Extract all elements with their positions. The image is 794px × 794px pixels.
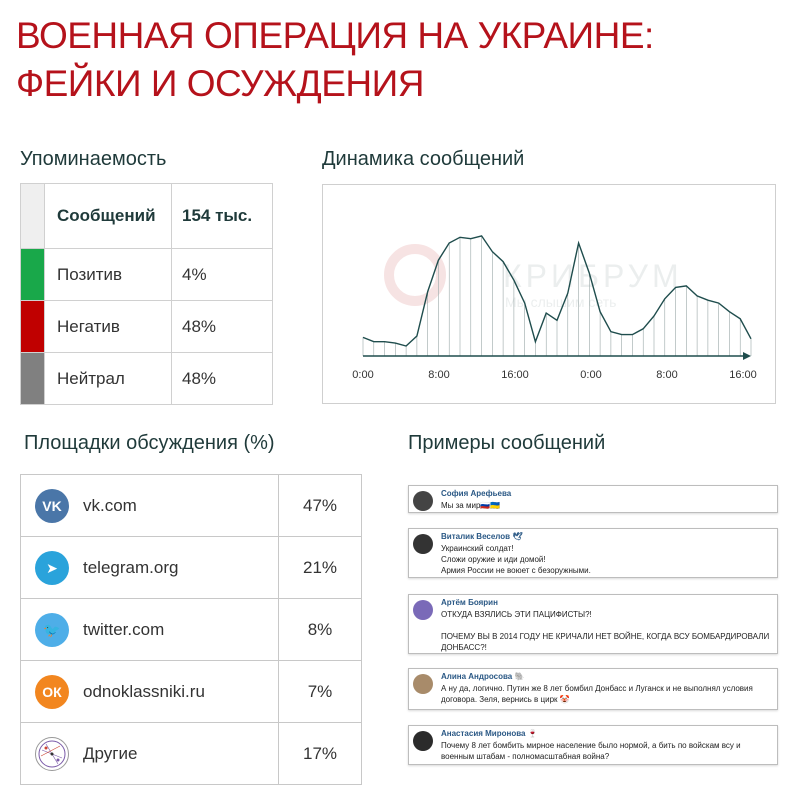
platforms-heading: Площадки обсуждения (%) [24, 432, 275, 454]
chart-vertical-lines [362, 235, 752, 356]
platform-row-odnoklassniki: ОК odnoklassniki.ru 7% [20, 660, 362, 723]
sentiment-row-neutral: Нейтрал 48% [20, 352, 273, 405]
dynamics-chart: КРИБРУМ Мы слышим сеть 0:00 8:00 16:00 0:00… [322, 184, 776, 404]
dynamics-chart-svg: КРИБРУМ Мы слышим сеть 0:00 8:00 16:00 0:00… [352, 235, 757, 381]
platform-row-telegram: ➤ telegram.org 21% [20, 536, 362, 599]
avatar [413, 534, 433, 554]
message-author: Виталик Веселов 🕊 [441, 532, 523, 541]
x-tick-label: 16:00 [729, 369, 757, 381]
message-text: Украинский солдат! Сложи оружие и иди до… [441, 544, 591, 575]
message-card: София Арефьева Мы за мир🇷🇺🇺🇦 [408, 485, 778, 513]
network-icon [35, 736, 69, 771]
sentiment-value: 48% [171, 352, 273, 405]
mentions-heading: Упоминаемость [20, 148, 167, 170]
platform-name: vk.com [83, 495, 137, 515]
telegram-icon: ➤ [35, 550, 69, 585]
message-author: Алина Андросова 🐘 [441, 672, 525, 681]
series-line [362, 235, 752, 347]
message-text: Мы за мир🇷🇺🇺🇦 [441, 501, 501, 510]
message-card: Виталик Веселов 🕊 Украинский солдат! Сло… [408, 528, 778, 578]
header-swatch [20, 183, 45, 249]
message-author: София Арефьева [441, 489, 512, 498]
page-title-line2: ФЕЙКИ И ОСУЖДЕНИЯ [16, 63, 424, 104]
message-card: Алина Андросова 🐘 А ну да, логично. Пути… [408, 668, 778, 710]
message-text: ОТКУДА ВЗЯЛИСЬ ЭТИ ПАЦИФИСТЫ?! ПОЧЕМУ ВЫ… [441, 610, 770, 652]
x-tick-label: 16:00 [501, 369, 529, 381]
x-tick-labels: 0:00 8:00 16:00 0:00 8:00 16:00 [352, 369, 756, 381]
positive-swatch [20, 248, 45, 301]
negative-swatch [20, 300, 45, 353]
platforms-table: VK vk.com 47% ➤ telegram.org 21% 🐦 twitter.… [20, 474, 362, 785]
examples-heading: Примеры сообщений [408, 432, 606, 454]
dynamics-heading: Динамика сообщений [322, 148, 525, 170]
sentiment-label: Позитив [44, 248, 172, 301]
vk-icon: VK [35, 488, 69, 523]
platform-name-cell: ➤ telegram.org [20, 536, 279, 599]
message-author: Артём Боярин [441, 598, 498, 607]
platform-pct: 17% [278, 722, 362, 785]
watermark-tagline: Мы слышим сеть [505, 294, 616, 310]
platform-name: Другие [83, 743, 138, 763]
x-tick-label: 8:00 [428, 369, 449, 381]
sentiment-value: 48% [171, 300, 273, 353]
messages-count: 154 тыс. [171, 183, 273, 249]
platform-name: telegram.org [83, 557, 179, 577]
sentiment-row-negative: Негатив 48% [20, 300, 273, 353]
platform-row-vk: VK vk.com 47% [20, 474, 362, 537]
message-author: Анастасия Миронова 🍷 [441, 729, 538, 738]
platform-name: twitter.com [83, 619, 165, 639]
x-axis-arrow-icon [743, 352, 751, 360]
avatar [413, 731, 433, 751]
sentiment-row-positive: Позитив 4% [20, 248, 273, 301]
sentiment-label: Нейтрал [44, 352, 172, 405]
watermark-logo-icon [384, 244, 446, 306]
mentions-table: Сообщений 154 тыс. Позитив 4% Негатив 48… [20, 183, 273, 405]
odnoklassniki-icon: ОК [35, 674, 69, 709]
x-tick-label: 8:00 [656, 369, 677, 381]
message-text: Почему 8 лет бомбить мирное население бы… [441, 741, 741, 761]
page-title-line1: ВОЕННАЯ ОПЕРАЦИЯ НА УКРАИНЕ: [16, 15, 654, 56]
platform-pct: 8% [278, 598, 362, 661]
mentions-header-row: Сообщений 154 тыс. [20, 183, 273, 249]
platform-name: odnoklassniki.ru [83, 681, 205, 701]
platform-pct: 21% [278, 536, 362, 599]
message-card: Артём Боярин ОТКУДА ВЗЯЛИСЬ ЭТИ ПАЦИФИСТ… [408, 594, 778, 654]
avatar [413, 491, 433, 511]
x-tick-label: 0:00 [580, 369, 601, 381]
message-card: Анастасия Миронова 🍷 Почему 8 лет бомбит… [408, 725, 778, 765]
messages-label: Сообщений [44, 183, 172, 249]
avatar [413, 600, 433, 620]
message-text: А ну да, логично. Путин же 8 лет бомбил … [441, 684, 753, 704]
platform-name-cell: ОК odnoklassniki.ru [20, 660, 279, 723]
platform-row-twitter: 🐦 twitter.com 8% [20, 598, 362, 661]
platform-pct: 7% [278, 660, 362, 723]
platform-name-cell: VK vk.com [20, 474, 279, 537]
platform-name-cell: Другие [20, 722, 279, 785]
sentiment-value: 4% [171, 248, 273, 301]
platform-row-other: Другие 17% [20, 722, 362, 785]
x-tick-label: 0:00 [352, 369, 373, 381]
platform-pct: 47% [278, 474, 362, 537]
platform-name-cell: 🐦 twitter.com [20, 598, 279, 661]
neutral-swatch [20, 352, 45, 405]
sentiment-label: Негатив [44, 300, 172, 353]
watermark-brand: КРИБРУМ [503, 258, 683, 294]
twitter-icon: 🐦 [35, 612, 69, 647]
watermark: КРИБРУМ Мы слышим сеть [384, 244, 683, 310]
avatar [413, 674, 433, 694]
